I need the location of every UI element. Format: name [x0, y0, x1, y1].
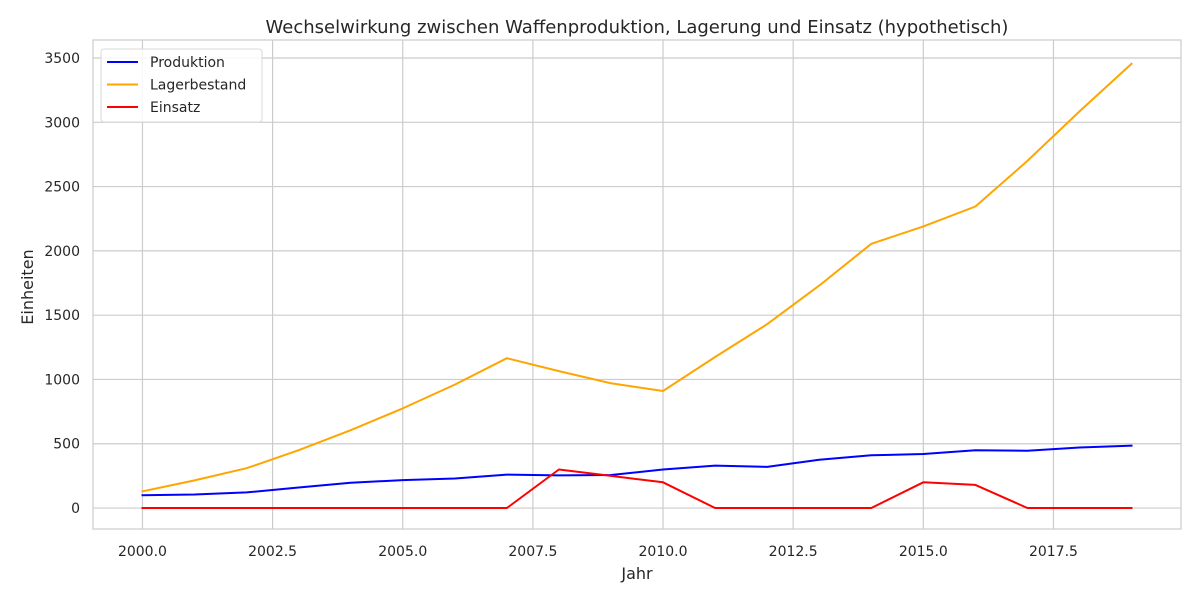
x-tick-label: 2012.5: [769, 544, 818, 560]
x-tick-label: 2005.0: [378, 544, 427, 560]
y-axis-label: Einheiten: [18, 249, 37, 324]
legend-box: [100, 48, 263, 123]
legend: Produktion Lagerbestand Einsatz: [100, 48, 263, 123]
x-tick-label: 2010.0: [639, 544, 688, 560]
y-tick-label: 1500: [44, 308, 80, 324]
y-tick-label: 2000: [44, 244, 80, 260]
series-line-lagerbestand: [141, 62, 1133, 493]
legend-label-einsatz: Einsatz: [150, 100, 200, 116]
y-tick-label: 2500: [44, 180, 80, 196]
x-axis-label: Jahr: [620, 564, 653, 583]
y-tick-label: 3500: [44, 51, 80, 67]
x-tick-label: 2017.5: [1029, 544, 1078, 560]
x-tick-label: 2007.5: [508, 544, 557, 560]
chart-title: Wechselwirkung zwischen Waffenproduktion…: [266, 17, 1009, 38]
x-tick-label: 2015.0: [899, 544, 948, 560]
y-tick-label: 3000: [44, 115, 80, 131]
series-line-produktion: [141, 444, 1133, 497]
legend-label-produktion: Produktion: [150, 55, 225, 71]
legend-label-lagerbestand: Lagerbestand: [150, 78, 246, 94]
y-tick-label: 0: [71, 501, 80, 517]
x-tick-label: 2002.5: [248, 544, 297, 560]
y-tick-label: 1000: [44, 372, 80, 388]
x-tick-label: 2000.0: [118, 544, 167, 560]
y-tick-label: 500: [53, 437, 80, 453]
series-line-einsatz: [141, 468, 1133, 509]
series-lines: [141, 62, 1133, 509]
axis-ticks: 2000.0 2002.5 2005.0 2007.5 2010.0 2012.5 2015…: [44, 51, 1078, 560]
plot-area-frame: [92, 39, 1182, 530]
